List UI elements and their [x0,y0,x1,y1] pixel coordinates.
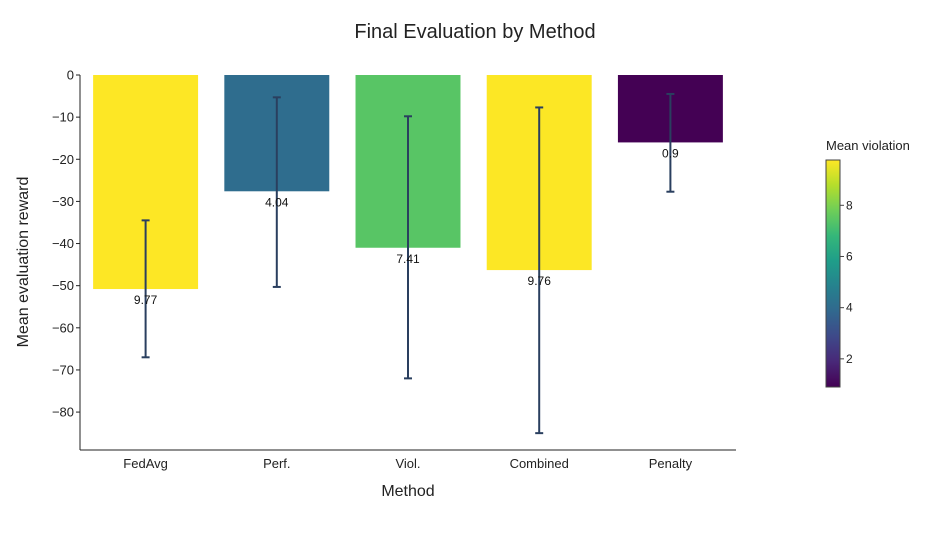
y-tick-label: −20 [52,152,74,167]
bar-label-1: 4.04 [265,195,289,209]
y-tick-label: −60 [52,320,74,335]
colorbar-title: Mean violation [826,138,910,153]
y-tick-label: −10 [52,110,74,125]
y-tick-label: −30 [52,194,74,209]
y-axis: 0 −10 −20 −30 −40 −50 −60 −70 −80 [52,68,81,450]
error-bar-1 [272,96,281,288]
x-tick-label: Penalty [649,456,693,471]
colorbar-tick-label: 8 [846,198,853,212]
x-axis-title: Method [381,483,434,500]
bar-label-0: 9.77 [134,293,158,307]
error-bar-0 [141,219,150,359]
y-tick-label: 0 [67,68,74,83]
plot-area: 9.77 4.04 7.41 9.76 0.9 [93,75,723,435]
y-tick-label: −70 [52,362,74,377]
colorbar: Mean violation 2 4 6 8 [825,138,910,388]
error-bar-2 [404,115,412,380]
y-tick-label: −40 [52,236,74,251]
colorbar-fill [825,159,841,388]
colorbar-tick-label: 2 [846,352,853,366]
y-axis-title: Mean evaluation reward [15,177,32,348]
error-bar-3 [535,106,544,435]
colorbar-tick-label: 4 [846,301,853,315]
x-tick-label: Perf. [263,456,290,471]
y-tick-label: −50 [52,278,74,293]
bar-label-4: 0.9 [662,146,679,160]
bar-label-2: 7.41 [396,252,420,266]
colorbar-tick-label: 6 [846,249,853,263]
x-tick-label: Viol. [395,456,420,471]
x-tick-label: Combined [510,456,569,471]
bar-label-3: 9.76 [528,274,552,288]
x-axis: FedAvg Perf. Viol. Combined Penalty [80,449,736,471]
chart-title: Final Evaluation by Method [354,21,595,43]
y-tick-label: −80 [52,405,74,420]
x-tick-label: FedAvg [123,456,168,471]
error-bar-4 [666,92,675,193]
